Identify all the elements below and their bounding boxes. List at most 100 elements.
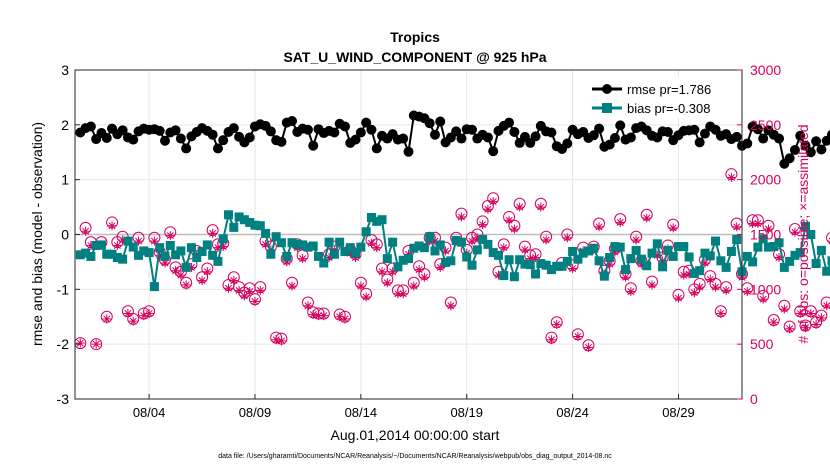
obs-assimilated-point bbox=[107, 221, 117, 231]
bias-point bbox=[208, 250, 218, 260]
bias-point bbox=[467, 260, 477, 270]
obs-assimilated-point bbox=[689, 288, 699, 298]
bias-point bbox=[123, 236, 133, 246]
bias-point bbox=[255, 221, 265, 231]
obs-assimilated-point bbox=[673, 293, 683, 303]
bias-point bbox=[229, 222, 239, 232]
bias-point bbox=[202, 240, 212, 250]
bias-point bbox=[472, 245, 482, 255]
obs-assimilated-point bbox=[234, 285, 244, 295]
rmse-point bbox=[117, 125, 128, 136]
bias-point bbox=[324, 237, 334, 247]
rmse-point bbox=[784, 153, 795, 164]
obs-assimilated-point bbox=[419, 272, 429, 282]
rmse-point bbox=[662, 126, 673, 137]
bias-point bbox=[504, 255, 514, 265]
y-right-tick-label: 500 bbox=[750, 336, 774, 352]
obs-assimilated-point bbox=[340, 314, 350, 324]
bias-point bbox=[345, 243, 355, 253]
rmse-point bbox=[816, 144, 827, 155]
legend-rmse-marker bbox=[602, 84, 612, 94]
bias-point bbox=[658, 262, 668, 272]
bias-point bbox=[642, 261, 652, 271]
bias-point bbox=[801, 221, 811, 231]
rmse-point bbox=[689, 124, 700, 135]
y-right-tick-label: 2000 bbox=[750, 172, 781, 188]
data-file-footnote: data file: /Users/gharamti/Documents/NCA… bbox=[218, 453, 612, 460]
rmse-point bbox=[752, 124, 763, 135]
bias-point bbox=[684, 252, 694, 262]
bias-point bbox=[398, 255, 408, 265]
bias-point bbox=[372, 216, 382, 226]
bias-point bbox=[308, 241, 318, 251]
bias-point bbox=[425, 232, 435, 242]
rmse-point bbox=[699, 128, 710, 139]
obs-assimilated-point bbox=[536, 202, 546, 212]
chart-title: Tropics bbox=[390, 29, 440, 45]
obs-assimilated-point bbox=[377, 267, 387, 277]
bias-point bbox=[250, 220, 260, 230]
bias-point bbox=[621, 265, 631, 275]
bias-point bbox=[245, 217, 255, 227]
bias-point bbox=[721, 262, 731, 272]
rmse-point bbox=[609, 132, 620, 143]
rmse-point bbox=[366, 124, 377, 135]
bias-point bbox=[340, 246, 350, 256]
x-axis-ticks: 08/04 08/09 08/14 08/19 08/24 08/29 bbox=[133, 394, 695, 420]
rmse-point bbox=[482, 132, 493, 143]
bias-series bbox=[75, 210, 830, 292]
bias-point bbox=[562, 256, 572, 266]
rmse-point bbox=[159, 135, 170, 146]
bias-point bbox=[435, 240, 445, 250]
x-tick-label: 08/09 bbox=[239, 405, 272, 420]
x-tick-label: 08/19 bbox=[450, 405, 483, 420]
obs-assimilated-point bbox=[679, 270, 689, 280]
bias-point bbox=[414, 241, 424, 251]
obs-assimilated-point bbox=[75, 338, 85, 348]
y-left-tick-label: -3 bbox=[57, 391, 70, 407]
bias-point bbox=[478, 234, 488, 244]
obs-assimilated-point bbox=[515, 202, 525, 212]
obs-assimilated-point bbox=[446, 301, 456, 311]
bias-point bbox=[509, 272, 519, 282]
obs-assimilated-point bbox=[128, 316, 138, 326]
bias-point bbox=[711, 236, 721, 246]
y-left-tick-label: 0 bbox=[61, 227, 69, 243]
bias-point bbox=[213, 256, 223, 266]
bias-point bbox=[409, 243, 419, 253]
bias-point bbox=[239, 215, 249, 225]
obs-assimilated-point bbox=[335, 312, 345, 322]
bias-point bbox=[112, 253, 122, 263]
obs-assimilated-point bbox=[176, 270, 186, 280]
obs-assimilated-point bbox=[112, 240, 122, 250]
bias-point bbox=[806, 230, 816, 239]
obs-assimilated-point bbox=[202, 267, 212, 277]
rmse-point bbox=[302, 124, 313, 135]
rmse-point bbox=[287, 115, 298, 126]
obs-assimilated-point bbox=[229, 276, 239, 286]
obs-assimilated-point bbox=[822, 301, 830, 311]
obs-assimilated-point bbox=[81, 226, 91, 236]
obs-possible-point bbox=[825, 232, 830, 244]
obs-assimilated-point bbox=[102, 314, 112, 324]
rmse-point bbox=[170, 125, 181, 136]
obs-assimilated-point bbox=[314, 311, 324, 321]
obs-assimilated-point bbox=[546, 335, 556, 345]
bias-point bbox=[102, 249, 112, 259]
rmse-point bbox=[276, 136, 287, 147]
obs-assimilated-point bbox=[552, 319, 562, 329]
bias-point bbox=[197, 246, 207, 256]
bias-point bbox=[774, 238, 784, 248]
bias-point bbox=[91, 240, 101, 250]
bias-point bbox=[488, 248, 498, 258]
rmse-point bbox=[218, 135, 229, 146]
bias-point bbox=[742, 251, 752, 261]
legend: rmse pr=1.786 bias pr=-0.308 bbox=[585, 76, 737, 118]
rmse-point bbox=[329, 127, 340, 138]
rmse-point bbox=[212, 143, 223, 154]
rmse-point bbox=[789, 145, 800, 156]
y-left-tick-label: 3 bbox=[61, 62, 69, 78]
bias-point bbox=[276, 238, 286, 248]
obs-assimilated-point bbox=[245, 287, 255, 297]
bias-point bbox=[218, 234, 228, 244]
